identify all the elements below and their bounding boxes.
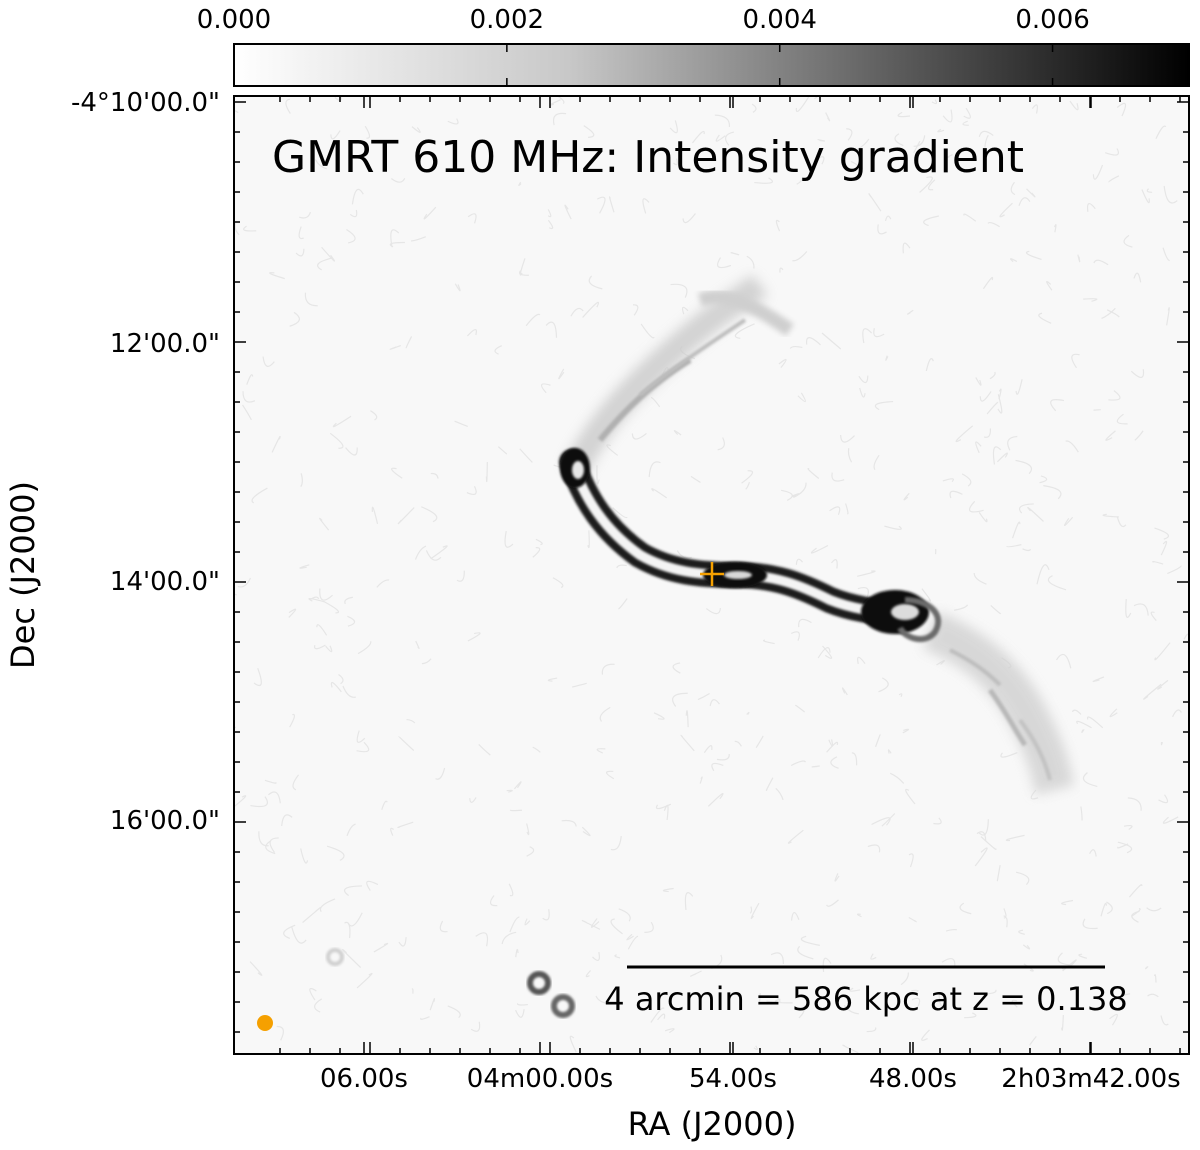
compact-source [551, 994, 575, 1018]
scale-bar: 4 arcmin = 586 kpc at z = 0.138 [604, 965, 1128, 1018]
image-panel: GMRT 610 MHz: Intensity gradient 4 arcmi… [233, 95, 1190, 1055]
colorbar: 0.000 0.002 0.004 0.006 [197, 5, 1190, 87]
radio-jet [559, 448, 942, 643]
colorbar-gradient [233, 43, 1190, 87]
compact-source [326, 948, 344, 966]
colorbar-tick-label: 0.000 [197, 5, 271, 35]
x-tick-label: 54.00s [689, 1064, 777, 1094]
compact-source [527, 971, 551, 995]
x-tick-label: 04m00.00s [467, 1064, 613, 1094]
image-title: GMRT 610 MHz: Intensity gradient [272, 132, 1024, 183]
diffuse-emission [563, 274, 1075, 795]
colorbar-tick-label: 0.006 [1015, 5, 1089, 35]
beam-marker [257, 1015, 273, 1031]
noise-texture [234, 96, 1189, 1054]
y-tick-label: -4°10'00.0" [71, 88, 220, 118]
y-tick-labels: -4°10'00.0" 12'00.0" 14'00.0" 16'00.0" [71, 88, 220, 836]
y-tick-label: 16'00.0" [110, 806, 220, 836]
y-axis-label: Dec (J2000) [4, 481, 42, 669]
colorbar-ticks [233, 44, 1054, 86]
scale-bar-label: 4 arcmin = 586 kpc at z = 0.138 [604, 980, 1127, 1018]
image-frame [233, 95, 1190, 1055]
x-tick-label: 48.00s [869, 1064, 957, 1094]
x-axis-label: RA (J2000) [628, 1105, 797, 1143]
colorbar-tick-labels: 0.000 0.002 0.004 0.006 [197, 5, 1090, 35]
x-tick-label: 06.00s [320, 1064, 408, 1094]
axis-ticks [234, 96, 1189, 1054]
colorbar-tick-label: 0.004 [742, 5, 816, 35]
y-tick-label: 12'00.0" [110, 329, 220, 359]
y-tick-label: 14'00.0" [110, 567, 220, 597]
x-tick-label: 2h03m42.00s [1001, 1064, 1180, 1094]
x-tick-labels: 06.00s 04m00.00s 54.00s 48.00s 2h03m42.0… [320, 1064, 1181, 1094]
colorbar-tick-label: 0.002 [470, 5, 544, 35]
compact-sources [326, 948, 575, 1018]
core-cross-marker [700, 562, 724, 586]
